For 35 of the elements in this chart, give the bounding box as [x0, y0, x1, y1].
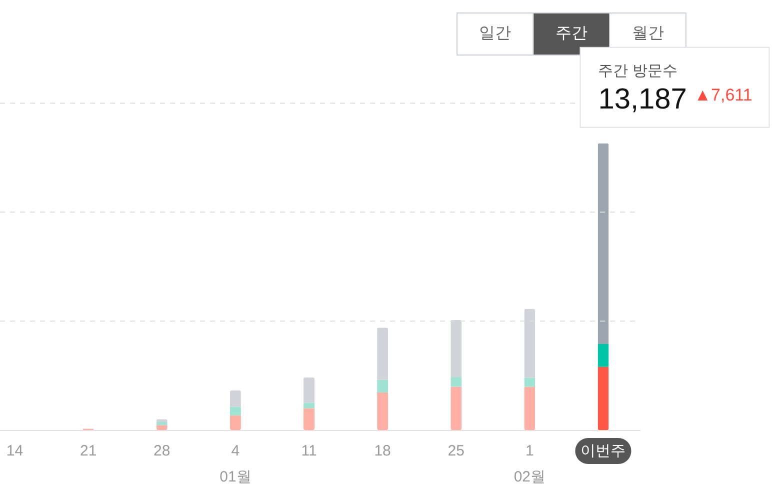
bar	[304, 378, 314, 403]
text: ▲7,611	[694, 85, 752, 104]
x-tick-label: 1 02월	[514, 442, 546, 486]
x-tick-label: 4 01월	[220, 442, 252, 486]
bar	[524, 378, 536, 387]
bar	[377, 392, 388, 430]
bar	[450, 376, 462, 387]
text: 주간 방문수	[598, 62, 678, 80]
bar	[156, 422, 168, 426]
x-tick-label: 11	[301, 442, 317, 460]
x-tick-label: 25	[448, 442, 464, 460]
bar	[230, 415, 241, 430]
bar	[598, 366, 609, 430]
bar	[450, 386, 462, 430]
bar	[450, 320, 462, 377]
bar	[230, 406, 241, 416]
bar	[524, 386, 536, 430]
text: 주간	[555, 25, 588, 42]
x-tick-label: 28	[154, 442, 170, 460]
bar	[156, 425, 168, 430]
bar	[230, 390, 241, 407]
x-tick-label: 21	[80, 442, 97, 460]
bar	[598, 143, 609, 344]
bar	[377, 328, 388, 380]
text: 13,187	[598, 83, 687, 116]
x-tick-label: 이번주	[580, 442, 626, 460]
x-tick-label: 14	[6, 442, 24, 460]
text: 월간	[632, 25, 664, 42]
x-tick-label: 18	[374, 442, 391, 460]
bar	[304, 408, 314, 430]
bar	[377, 380, 388, 392]
bar	[524, 309, 536, 378]
bar	[598, 344, 609, 367]
text: 일간	[479, 25, 512, 42]
bar	[304, 402, 314, 408]
